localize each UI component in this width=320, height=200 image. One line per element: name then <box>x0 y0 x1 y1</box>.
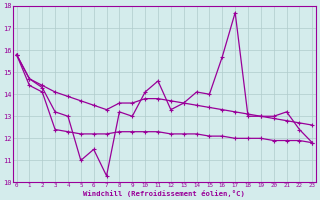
X-axis label: Windchill (Refroidissement éolien,°C): Windchill (Refroidissement éolien,°C) <box>84 190 245 197</box>
